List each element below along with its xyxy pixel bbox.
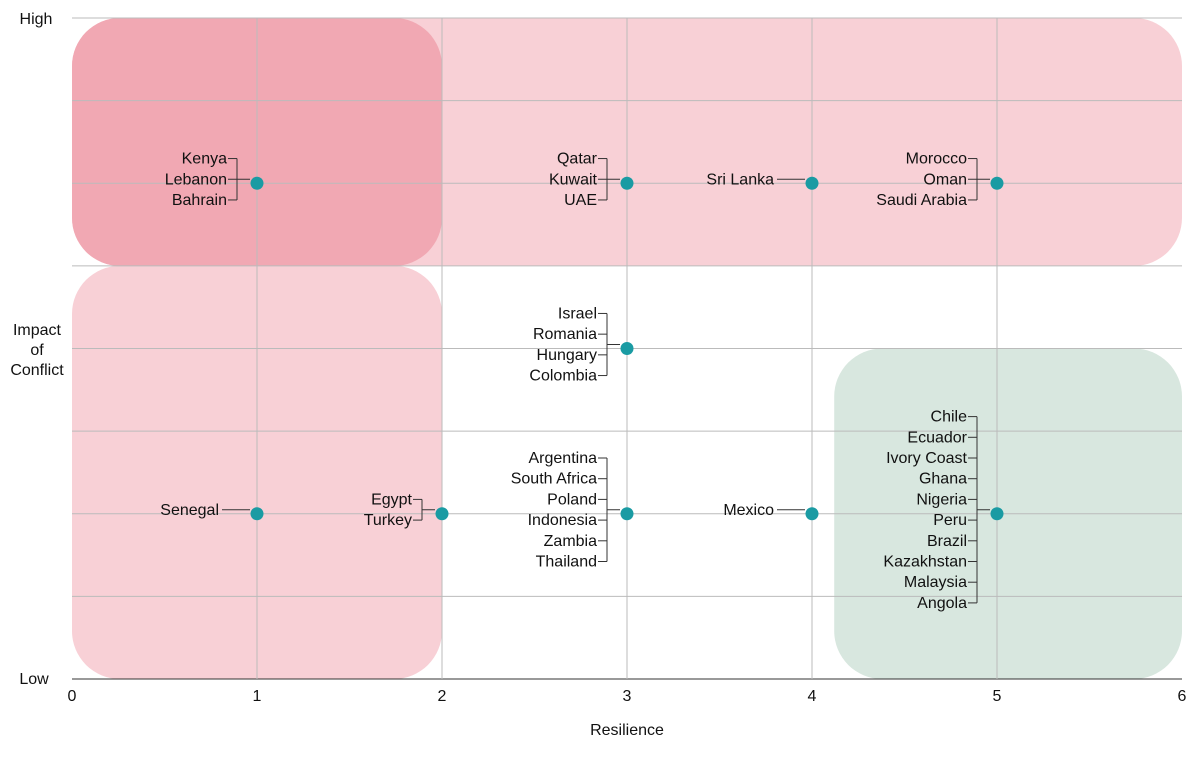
point-group: Israel Romania Hungary Colombia xyxy=(529,305,634,385)
point-group: Sri Lanka xyxy=(706,171,819,190)
country-label: Kazakhstan xyxy=(883,554,967,571)
country-label: Hungary xyxy=(537,347,597,364)
x-tick-label: 1 xyxy=(253,688,262,705)
y-axis-title-line-1: Impact xyxy=(13,322,62,339)
country-label: Ecuador xyxy=(907,429,967,446)
y-axis-high-label: High xyxy=(20,11,53,28)
country-label: Saudi Arabia xyxy=(876,192,967,209)
country-label: Nigeria xyxy=(916,491,967,508)
country-label: Bahrain xyxy=(172,192,227,209)
data-point xyxy=(620,342,634,355)
country-label: Kuwait xyxy=(549,171,598,188)
country-label: Zambia xyxy=(544,533,597,550)
country-label: UAE xyxy=(564,192,597,209)
x-tick-label: 5 xyxy=(993,688,1002,705)
country-label: Indonesia xyxy=(528,512,597,529)
point-group: Egypt Turkey xyxy=(364,491,449,529)
x-tick-label: 4 xyxy=(808,688,817,705)
data-point xyxy=(435,507,449,521)
x-axis-title: Resilience xyxy=(590,722,664,739)
country-label: Brazil xyxy=(927,533,967,550)
data-point xyxy=(620,507,634,521)
point-group: Mexico xyxy=(723,502,819,521)
x-tick-label: 6 xyxy=(1178,688,1187,705)
data-point xyxy=(805,176,819,190)
country-label: Poland xyxy=(547,491,597,508)
data-point xyxy=(250,176,264,190)
x-tick-label: 2 xyxy=(438,688,447,705)
country-label: Senegal xyxy=(160,502,219,519)
country-label: Ghana xyxy=(919,471,967,488)
points-layer: Kenya Lebanon Bahrain Qatar Kuwait UAE Sri Lan… xyxy=(160,151,1004,612)
country-label: Argentina xyxy=(529,450,598,467)
y-axis-low-label: Low xyxy=(19,671,49,688)
data-point xyxy=(250,507,264,521)
country-label: Kenya xyxy=(182,151,227,168)
country-label: Morocco xyxy=(906,151,967,168)
country-label: Chile xyxy=(931,409,968,426)
country-label: Angola xyxy=(917,595,967,612)
country-label: Ivory Coast xyxy=(886,450,967,467)
data-point xyxy=(620,176,634,190)
data-point xyxy=(990,176,1004,190)
point-group: Argentina South Africa Poland Indonesia Zamb… xyxy=(511,450,634,571)
data-point xyxy=(990,507,1004,521)
country-label: Mexico xyxy=(723,502,774,519)
country-label: Oman xyxy=(923,171,967,188)
x-tick-label: 3 xyxy=(623,688,632,705)
data-point xyxy=(805,507,819,521)
country-label: Lebanon xyxy=(165,171,227,188)
country-label: Qatar xyxy=(557,151,598,168)
country-label: Romania xyxy=(533,326,597,343)
x-ticks-layer: 0 1 2 3 4 5 6 xyxy=(68,688,1187,705)
country-label: Turkey xyxy=(364,512,412,529)
point-group: Kenya Lebanon Bahrain xyxy=(165,151,264,209)
country-label: Sri Lanka xyxy=(706,171,774,188)
y-axis-title-line-2: of xyxy=(30,342,44,359)
point-group: Morocco Oman Saudi Arabia xyxy=(876,151,1004,209)
country-label: Israel xyxy=(558,305,597,322)
country-label: Colombia xyxy=(529,368,597,385)
country-label: Thailand xyxy=(536,554,597,571)
axes-layer: High Low Impact of Conflict Resilience xyxy=(10,11,664,739)
country-label: Egypt xyxy=(371,491,412,508)
country-label: Peru xyxy=(933,512,967,529)
point-group: Senegal xyxy=(160,502,264,521)
x-tick-label: 0 xyxy=(68,688,77,705)
point-group: Qatar Kuwait UAE xyxy=(549,151,634,209)
country-label: South Africa xyxy=(511,471,597,488)
y-axis-title-line-3: Conflict xyxy=(10,362,64,379)
point-group: Chile Ecuador Ivory Coast Ghana Nigeria Peru B… xyxy=(883,409,1004,612)
country-label: Malaysia xyxy=(904,574,967,591)
